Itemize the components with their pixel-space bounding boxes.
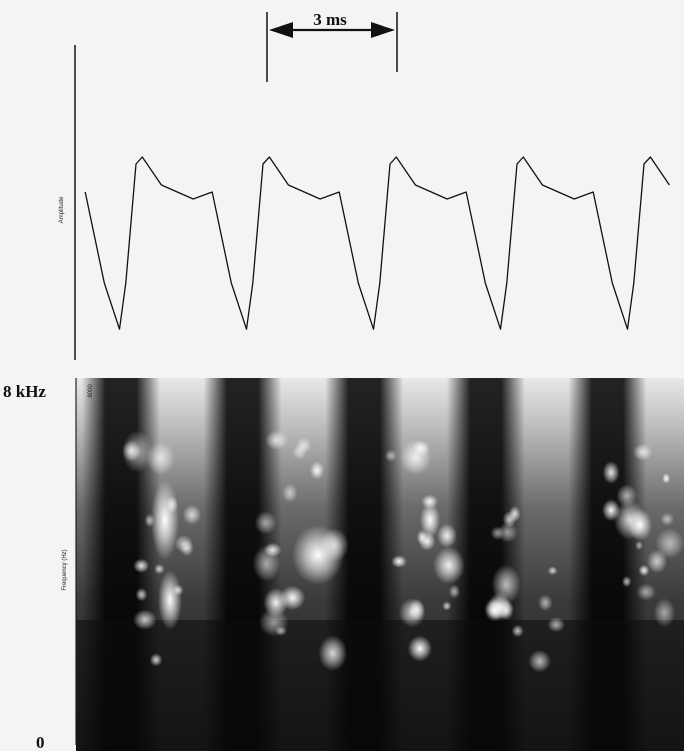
spectrogram-bright-spot xyxy=(391,555,407,568)
spectrogram-formant-blob xyxy=(158,570,182,630)
spectrogram-bright-spot xyxy=(547,617,566,633)
spectrogram-bright-spot xyxy=(508,505,521,522)
spectrogram-panel: 8 kHz 8000 Frequency (Hz) 0 xyxy=(3,378,684,751)
spectrogram-bright-spot xyxy=(412,440,430,456)
spectrogram-bright-spot xyxy=(655,528,684,559)
spectrogram-low-frequency-shade xyxy=(76,620,684,751)
spectrogram-bright-spot xyxy=(263,542,282,558)
spectrogram-bright-spot xyxy=(145,441,175,475)
period-marker: 3 ms xyxy=(266,10,398,82)
spectrogram-bright-spot xyxy=(488,591,511,622)
spectrogram-bright-spot xyxy=(538,594,553,612)
spectrogram-bright-spot xyxy=(653,598,676,628)
spectrogram-bright-spots xyxy=(122,430,684,673)
spectrogram-bright-spot xyxy=(153,563,165,575)
spectrogram-formant-blob xyxy=(628,509,652,541)
spectrogram-bright-spot xyxy=(182,504,202,525)
spectrogram-bright-spot xyxy=(635,540,644,551)
spectrogram-bright-spot xyxy=(633,443,653,461)
spectrogram-bright-spot xyxy=(437,523,457,548)
spectrogram-bright-spot xyxy=(448,584,461,599)
spectrogram-bright-spot xyxy=(318,635,348,672)
spectrogram-bright-spot xyxy=(133,558,150,573)
period-marker-arrow-left-head xyxy=(269,22,293,38)
spectrogram-formant-blob xyxy=(292,525,344,585)
period-marker-arrow-right-head xyxy=(371,22,395,38)
spectrogram-bright-spot xyxy=(122,440,141,462)
spectrogram-bright-spot xyxy=(263,587,289,618)
spectrogram-bright-spot xyxy=(149,653,163,667)
spectrogram-bright-spot xyxy=(384,449,397,462)
spectrogram-bright-spot xyxy=(547,566,558,576)
spectrogram-bright-spot xyxy=(292,444,307,460)
spectrogram-y-axis-label: Frequency (Hz) xyxy=(62,549,68,590)
spectrogram-bright-spot xyxy=(497,522,518,543)
spectrogram-formant-blob xyxy=(151,480,179,560)
spectrogram-bright-spot xyxy=(602,461,620,484)
spectrogram-bright-spot xyxy=(442,601,452,611)
spectrogram-bright-spot xyxy=(265,430,288,451)
spectrogram-bright-spot xyxy=(638,564,650,577)
spectrogram-bright-spot xyxy=(135,587,148,602)
spectrogram-bright-spot xyxy=(621,576,632,588)
spectrogram-bright-spot xyxy=(399,597,426,628)
spectrogram-bright-spot xyxy=(602,499,621,522)
spectrogram-bright-spot xyxy=(275,626,288,636)
spectrogram-bright-spot xyxy=(282,483,298,503)
period-marker-label: 3 ms xyxy=(313,10,347,29)
spectrogram-bright-spot xyxy=(433,546,465,585)
spectrogram-bottom-frequency-label: 0 xyxy=(36,733,45,751)
spectrogram-bright-spot xyxy=(636,583,656,601)
spectrogram-bright-spot xyxy=(616,484,637,508)
spectrogram-bright-spot xyxy=(511,624,524,638)
spectrogram-top-frequency-label: 8 kHz xyxy=(3,382,46,401)
spectrogram-top-tick-label: 8000 xyxy=(88,384,94,398)
waveform-y-axis-label: Amplitude xyxy=(59,196,65,223)
spectrogram-bright-spot xyxy=(174,534,193,553)
spectrogram-bright-spot xyxy=(254,511,277,535)
spectrogram-bright-spot xyxy=(528,649,551,673)
spectrogram-bright-spot xyxy=(662,473,671,484)
spectrogram-bright-spot xyxy=(660,512,675,526)
spectrogram-bright-spot xyxy=(407,635,432,662)
spectrogram-bright-spot xyxy=(133,609,157,630)
spectrogram-bright-spot xyxy=(309,461,325,480)
waveform-panel: Amplitude 3 ms xyxy=(59,10,670,360)
spectrogram-formant-blob xyxy=(420,502,440,538)
waveform-line xyxy=(84,156,670,330)
spectrogram-bright-spot xyxy=(490,526,504,540)
